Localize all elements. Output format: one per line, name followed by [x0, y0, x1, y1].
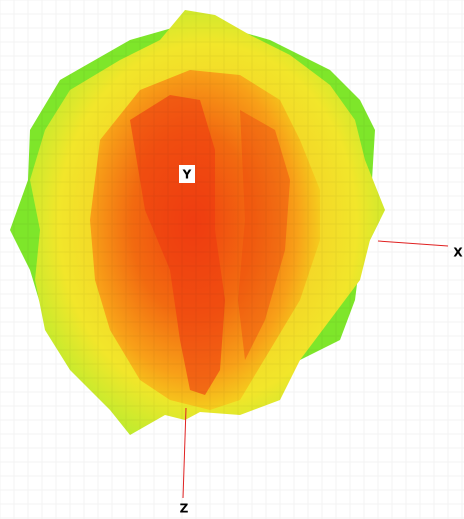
y-label-box — [179, 165, 195, 183]
x-axis-label: X — [453, 246, 463, 260]
y-axis-label: Y — [182, 168, 192, 182]
z-axis-label: Z — [180, 502, 189, 516]
x-axis — [377, 240, 449, 247]
z-axis — [182, 407, 187, 499]
